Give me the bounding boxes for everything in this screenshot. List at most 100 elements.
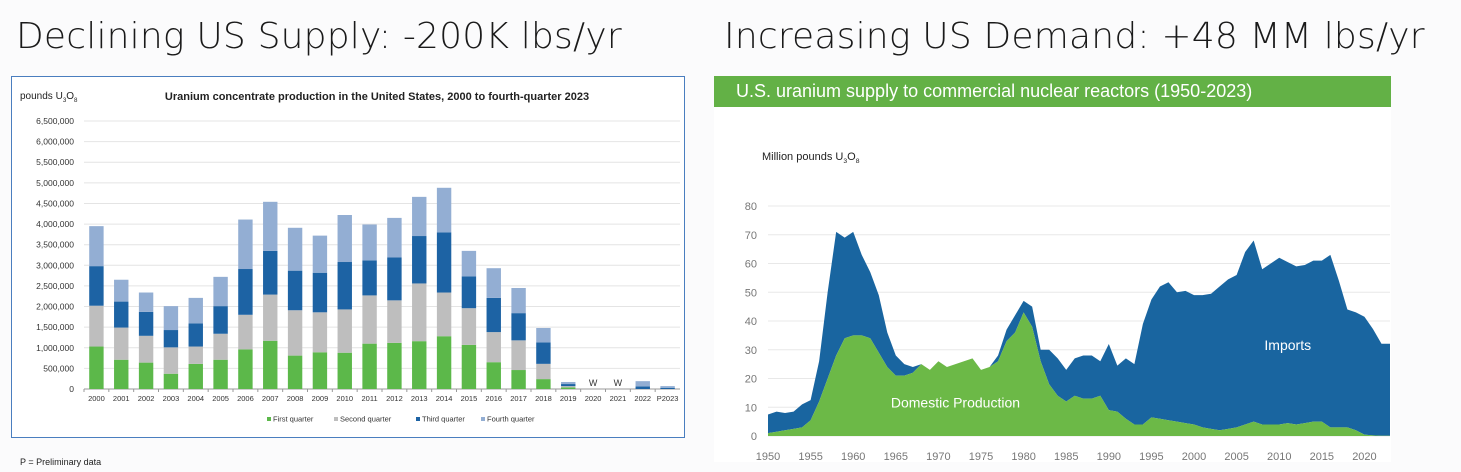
x-tick-label: 2022 <box>634 394 651 403</box>
bar-segment <box>89 226 104 267</box>
x-tick-label: 1985 <box>1054 451 1078 462</box>
production-bar-chart: pounds U3O8 Uranium concentrate productio… <box>20 91 680 424</box>
y-tick-label: 2,500,000 <box>36 281 74 291</box>
bar-segment <box>412 236 427 284</box>
bar-segment <box>660 386 675 388</box>
bar-segment <box>561 386 576 388</box>
bar-segment <box>287 227 303 271</box>
x-tick-label: 2015 <box>461 394 478 403</box>
bar-segment <box>536 327 551 343</box>
bar-segment <box>188 346 203 364</box>
bar-segment <box>89 266 104 306</box>
supply-chart-panel: U.S. uranium supply to commercial nuclea… <box>714 76 1391 462</box>
bar-segment <box>287 310 303 356</box>
supply-area-chart: Million pounds U3O8 0 10 20 30 40 50 60 70 80 1950… <box>745 151 1390 462</box>
y-tick-label: 6,500,000 <box>36 116 74 126</box>
bar-segment <box>213 276 228 307</box>
bar-segment <box>486 268 501 298</box>
y-tick-label: 60 <box>745 259 757 271</box>
x-tick-label: 1980 <box>1011 451 1035 462</box>
bar-segment <box>213 306 228 334</box>
bar-segment <box>263 340 278 389</box>
x-tick-label: 1970 <box>926 451 950 462</box>
x-tick-label: 1990 <box>1097 451 1121 462</box>
bar-segment <box>312 272 328 313</box>
bar-segment <box>114 279 129 302</box>
y-tick-label: 70 <box>745 230 757 242</box>
bar-segment <box>163 373 179 389</box>
y-tick-label: 80 <box>745 201 757 213</box>
withheld-annotation: W <box>589 378 598 388</box>
footnote: P = Preliminary data <box>20 457 102 467</box>
x-tick-label: 2007 <box>262 394 279 403</box>
bar-segment <box>188 363 203 389</box>
bar-segment <box>635 386 650 389</box>
x-tick-label: 2008 <box>287 394 304 403</box>
x-tick-label: 2010 <box>336 394 353 403</box>
bar-segment <box>511 340 526 371</box>
bar-segment <box>412 196 427 237</box>
imports-label: Imports <box>1264 337 1311 353</box>
x-tick-label: 2014 <box>436 394 453 403</box>
bar-segment <box>436 336 452 389</box>
bar-segment <box>89 346 104 389</box>
bar-segment <box>263 250 278 295</box>
x-tick-label: 2016 <box>485 394 502 403</box>
x-tick-label: 2012 <box>386 394 403 403</box>
bar-segment <box>362 343 377 389</box>
right-heading: Increasing US Demand: +48 MM lbs/yr <box>724 16 1425 57</box>
bar-segment <box>238 269 253 315</box>
legend-label: Third quarter <box>422 415 465 424</box>
x-tick-label: 2000 <box>1182 451 1206 462</box>
x-tick-label: 2006 <box>237 394 254 403</box>
bar-segment <box>511 287 526 314</box>
bar-segment <box>461 250 477 277</box>
x-tick-label: 2018 <box>535 394 552 403</box>
bar-segment <box>238 314 253 350</box>
x-tick-label: 2010 <box>1267 451 1291 462</box>
x-tick-label: 2011 <box>362 394 378 403</box>
bar-segment <box>436 187 452 233</box>
bar-segment <box>486 297 501 333</box>
x-tick-label: 2002 <box>138 394 155 403</box>
bar-segment <box>337 262 352 310</box>
legend-label: First quarter <box>273 415 314 424</box>
bar-segment <box>114 327 129 360</box>
bar-segment <box>138 292 154 312</box>
bar-segment <box>561 387 576 389</box>
y-tick-label: 3,500,000 <box>36 240 74 250</box>
x-tick-label: 2001 <box>113 394 130 403</box>
bar-segment <box>635 381 650 387</box>
bar-segment <box>461 308 477 345</box>
bar-segment <box>114 359 129 389</box>
bar-segment <box>138 362 154 389</box>
x-tick-label: 2021 <box>610 394 627 403</box>
legend-label: Fourth quarter <box>487 415 535 424</box>
x-tick-label: 2005 <box>212 394 229 403</box>
bar-segment <box>412 341 427 389</box>
bar-segment <box>312 312 328 353</box>
bar-segment <box>362 260 377 296</box>
bar-segment <box>461 344 477 389</box>
y-tick-label: 5,500,000 <box>36 157 74 167</box>
bar-segment <box>536 342 551 364</box>
bar-segment <box>188 297 203 324</box>
y-tick-label: 5,000,000 <box>36 178 74 188</box>
bar-segment <box>213 359 228 389</box>
x-tick-label: 1960 <box>841 451 865 462</box>
bar-segment <box>114 301 129 328</box>
y-tick-label: 10 <box>745 402 757 414</box>
bar-segment <box>337 309 352 353</box>
x-tick-label: 2020 <box>585 394 602 403</box>
bar-segment <box>387 257 402 301</box>
x-tick-label: 2020 <box>1352 451 1376 462</box>
bar-segment <box>511 313 526 341</box>
production-chart-panel: pounds U3O8 Uranium concentrate productio… <box>11 76 685 438</box>
y-tick-label: 500,000 <box>43 363 74 373</box>
y-tick-label: 20 <box>745 374 757 386</box>
x-tick-label: 2019 <box>560 394 577 403</box>
bar-segment <box>387 342 402 389</box>
y-tick-label: 1,500,000 <box>36 322 74 332</box>
bar-segment <box>163 330 179 348</box>
bar-segment <box>263 294 278 341</box>
